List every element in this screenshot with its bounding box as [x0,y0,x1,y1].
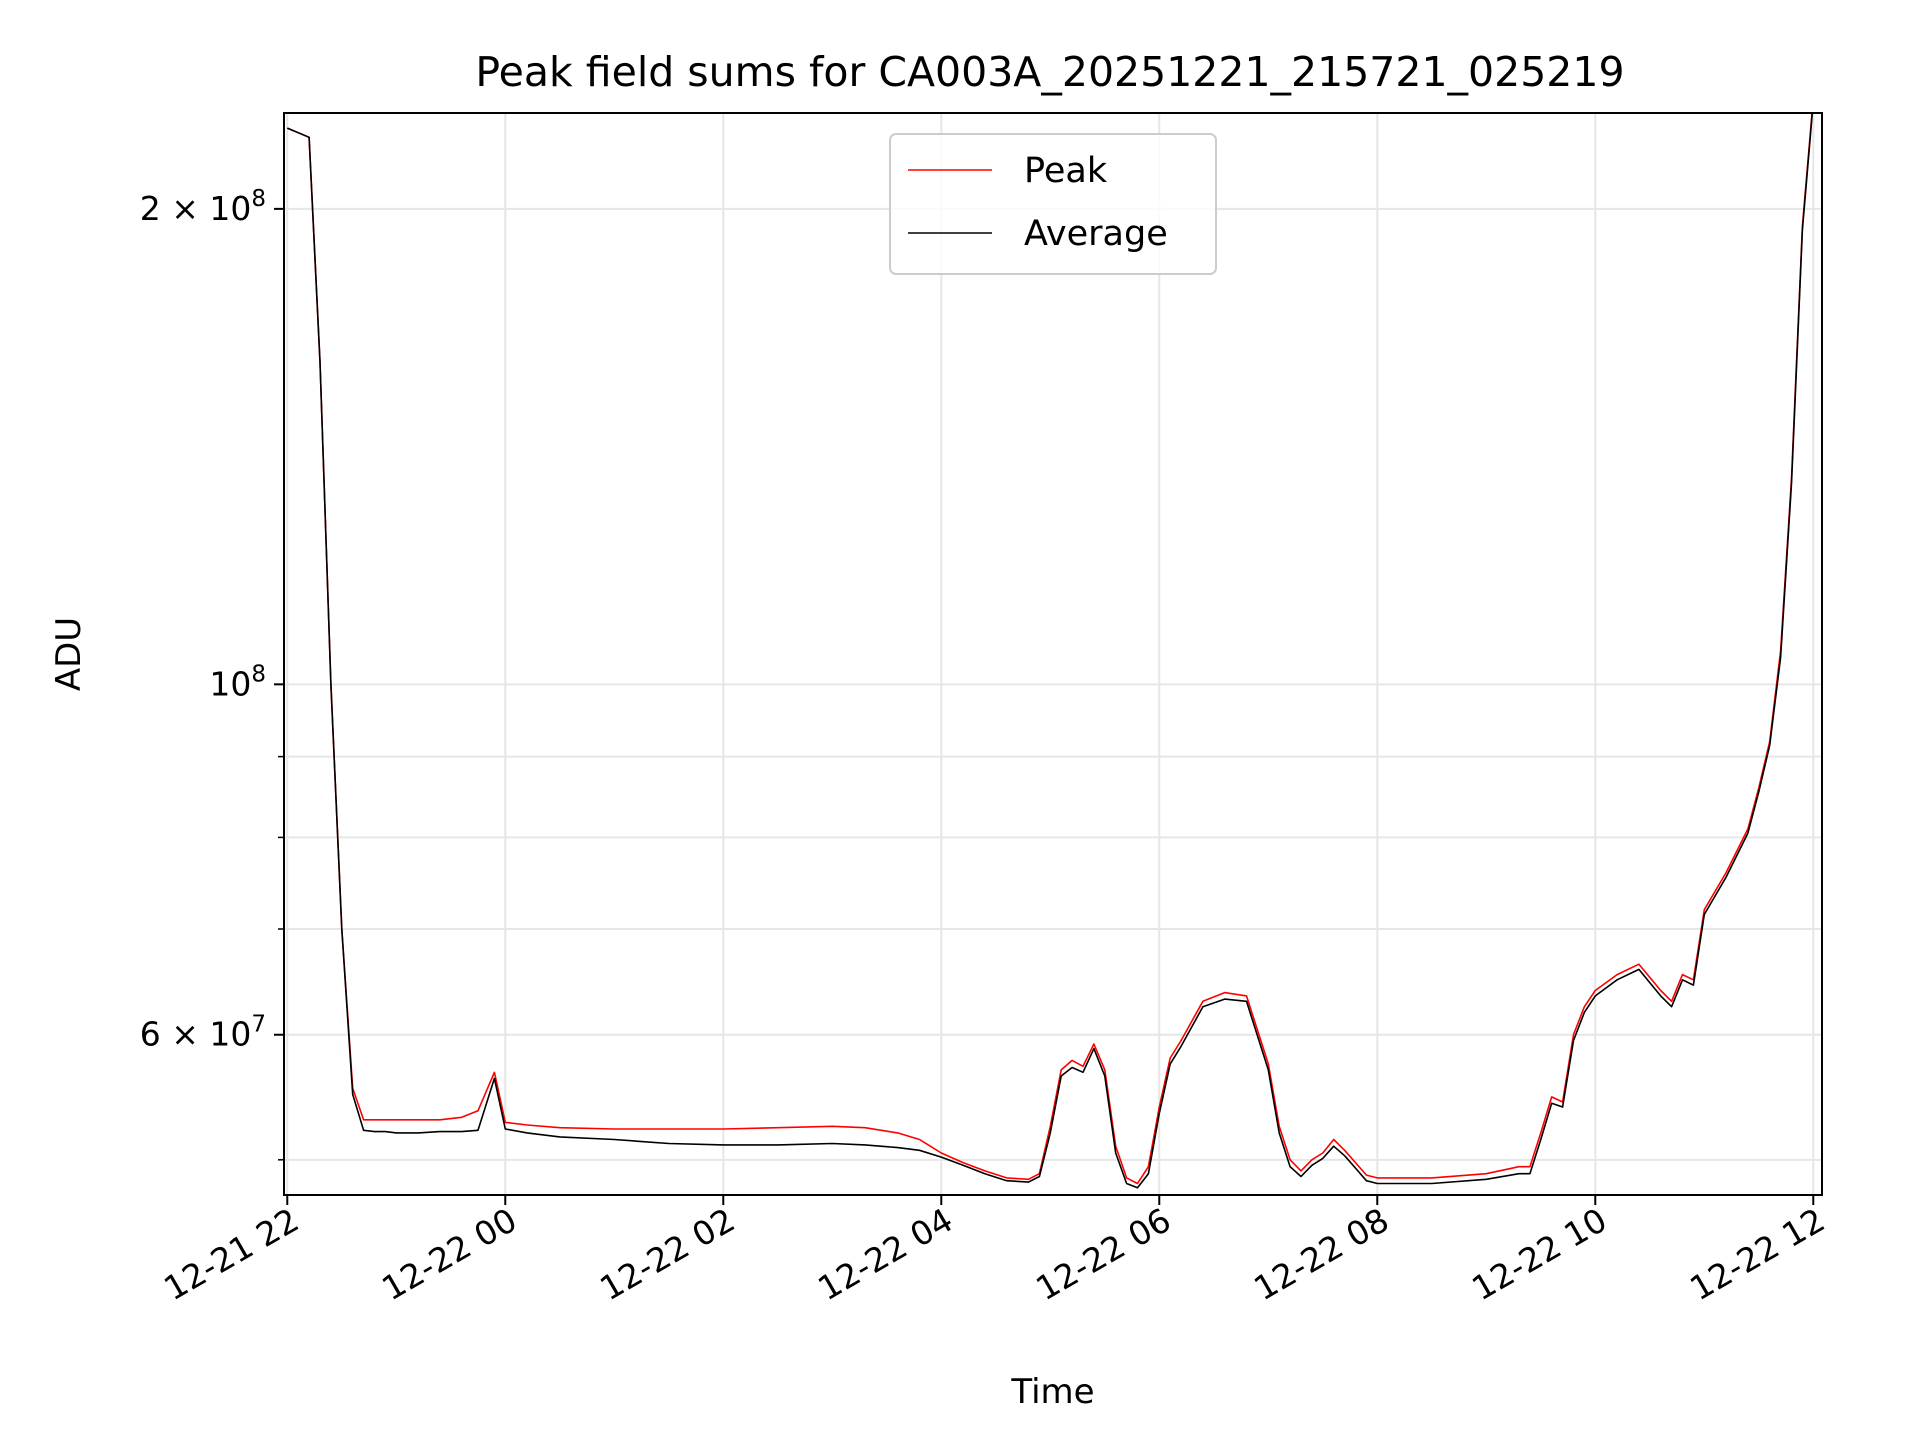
chart-title: Peak field sums for CA003A_20251221_2157… [475,48,1624,96]
y-tick-label: 2 × 108 [140,186,266,228]
y-tick-label: 108 [209,661,266,703]
legend-peak-label: Peak [1024,151,1108,191]
legend: Peak Average [889,133,1217,275]
axes-frame [283,112,1823,1196]
y-tick-label: 6 × 107 [140,1012,266,1054]
series-line-peak [286,113,1813,1185]
series-lines [286,113,1814,1189]
legend-box [889,133,1217,275]
legend-average-label: Average [1024,214,1168,254]
y-axis-label: ADU [49,617,89,691]
series-line-average [286,113,1814,1189]
x-axis-label: Time [1010,1372,1094,1412]
